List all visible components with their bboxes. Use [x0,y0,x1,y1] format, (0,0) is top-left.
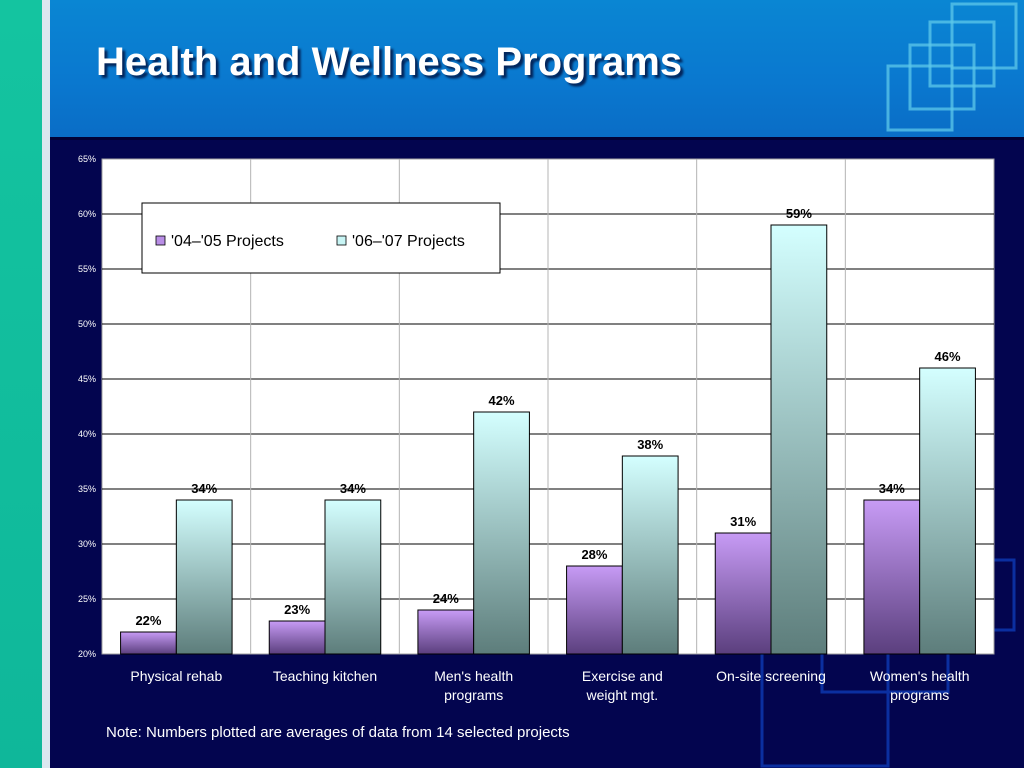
value-label: 34% [191,481,217,496]
legend-label-series-1: '04–'05 Projects [171,233,284,250]
x-axis: Physical rehab Teaching kitchen Men's heal… [130,668,969,703]
value-label: 59% [786,206,812,221]
y-tick-label: 20% [78,649,96,659]
y-tick-label: 55% [78,264,96,274]
value-label: 46% [935,349,961,364]
value-label: 24% [433,591,459,606]
bar-series-1 [120,631,177,655]
value-labels: 22% 34% 23% 34% 24% 42% 28% 38% 31% 59% 34% 46% [135,206,961,628]
x-category-label: Men's health [434,668,513,684]
y-axis: 20% 25% 30% 35% 40% 45% 50% 55% 60% 65% [78,154,96,659]
y-tick-label: 30% [78,539,96,549]
y-tick-label: 60% [78,209,96,219]
bar-series-1 [714,532,772,655]
bar-series-2 [770,224,828,655]
value-label: 42% [489,393,515,408]
bar-series-1 [268,620,326,655]
left-divider-stripe [42,0,50,768]
y-tick-label: 65% [78,154,96,164]
value-label: 38% [637,437,663,452]
y-tick-label: 45% [78,374,96,384]
page-title: Health and Wellness Programs [96,40,683,84]
legend-swatch-series-1 [155,235,166,246]
value-label: 34% [879,481,905,496]
header-underline [50,137,1024,140]
slide-header: Health and Wellness Programs [50,0,1024,137]
y-tick-label: 35% [78,484,96,494]
x-category-label: Exercise and [582,668,663,684]
bar-series-1 [417,609,475,655]
bar-series-1 [566,565,623,655]
value-label: 23% [284,602,310,617]
x-category-label: programs [444,687,503,703]
bar-series-1 [863,499,921,655]
value-label: 22% [135,613,161,628]
legend-box [141,202,501,274]
value-label: 34% [340,481,366,496]
left-accent-bar [0,0,42,768]
x-category-label: Teaching kitchen [273,668,377,684]
y-tick-label: 40% [78,429,96,439]
bar-series-2 [621,455,679,655]
x-category-label: weight mgt. [586,687,659,703]
x-category-label: Women's health [870,668,970,684]
footnote: Note: Numbers plotted are averages of da… [106,724,570,741]
x-category-label: Physical rehab [130,668,222,684]
y-tick-label: 25% [78,594,96,604]
value-label: 31% [730,514,756,529]
legend-label-series-2: '06–'07 Projects [352,233,465,250]
decorative-squares [886,2,1018,132]
x-category-label: On-site screening [716,668,826,684]
legend: '04–'05 Projects '06–'07 Projects [141,202,501,274]
bar-series-2 [473,411,530,655]
legend-swatch-series-2 [336,235,347,246]
x-category-label: programs [890,687,949,703]
value-label: 28% [581,547,607,562]
bar-series-2 [175,499,233,655]
bar-series-2 [919,367,976,655]
bar-series-2 [324,499,382,655]
bars [120,224,976,655]
y-tick-label: 50% [78,319,96,329]
